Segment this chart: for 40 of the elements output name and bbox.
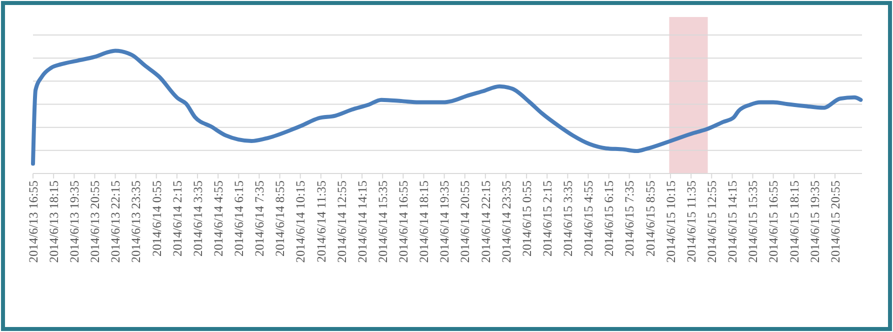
x-tick-label: 2014/6/15 18:15 xyxy=(787,180,802,263)
x-tick-label: 2014/6/13 20:55 xyxy=(88,180,102,263)
x-tick-label: 2014/6/14 22:15 xyxy=(478,180,493,263)
x-tick-label: 2014/6/14 6:15 xyxy=(232,180,246,257)
x-tick-label: 2014/6/15 7:35 xyxy=(622,180,637,257)
x-tick-label: 2014/6/14 11:35 xyxy=(314,180,328,262)
x-tick-label: 2014/6/14 4:55 xyxy=(211,180,226,257)
x-tick-label: 2014/6/14 14:15 xyxy=(355,180,370,263)
x-tick-label: 2014/6/14 0:55 xyxy=(150,180,164,257)
x-tick-label: 2014/6/15 14:15 xyxy=(726,180,740,263)
x-tick-label: 2014/6/15 6:15 xyxy=(602,180,616,257)
x-tick-label: 2014/6/13 16:55 xyxy=(26,180,40,263)
x-tick-label: 2014/6/13 23:35 xyxy=(129,180,144,263)
x-tick-label: 2014/6/14 20:55 xyxy=(458,180,472,263)
x-tick-label: 2014/6/15 16:55 xyxy=(766,180,781,263)
x-tick-label: 2014/6/13 18:15 xyxy=(46,180,61,263)
x-tick-label: 2014/6/14 7:35 xyxy=(252,180,267,257)
x-tick-label: 2014/6/15 0:55 xyxy=(520,180,534,257)
x-tick-label: 2014/6/14 19:35 xyxy=(438,180,452,263)
x-tick-label: 2014/6/15 4:55 xyxy=(582,180,596,257)
x-tick-label: 2014/6/14 15:35 xyxy=(376,180,390,263)
x-tick-label: 2014/6/15 11:35 xyxy=(684,180,698,262)
x-tick-label: 2014/6/15 12:55 xyxy=(705,180,719,263)
x-tick-label: 2014/6/15 15:35 xyxy=(746,180,760,263)
x-tick-label: 2014/6/14 8:55 xyxy=(273,180,288,257)
x-tick-label: 2014/6/15 10:15 xyxy=(664,180,678,263)
x-tick-label: 2014/6/13 19:35 xyxy=(68,180,82,263)
x-tick-label: 2014/6/14 3:35 xyxy=(190,180,205,257)
x-tick-label: 2014/6/14 2:15 xyxy=(170,180,184,257)
x-tick-label: 2014/6/15 8:55 xyxy=(643,180,658,257)
x-tick-label: 2014/6/14 12:55 xyxy=(334,180,349,263)
x-tick-label: 2014/6/13 22:15 xyxy=(108,180,123,263)
x-tick-label: 2014/6/15 20:55 xyxy=(828,180,842,263)
x-tick-label: 2014/6/14 10:15 xyxy=(294,180,308,263)
x-tick-label: 2014/6/14 23:35 xyxy=(499,180,514,263)
x-tick-label: 2014/6/14 16:55 xyxy=(396,180,411,263)
x-tick-label: 2014/6/14 18:15 xyxy=(417,180,432,263)
x-tick-label: 2014/6/15 2:15 xyxy=(540,180,554,257)
x-tick-label: 2014/6/15 3:35 xyxy=(561,180,576,257)
x-tick-label: 2014/6/15 19:35 xyxy=(808,180,822,263)
